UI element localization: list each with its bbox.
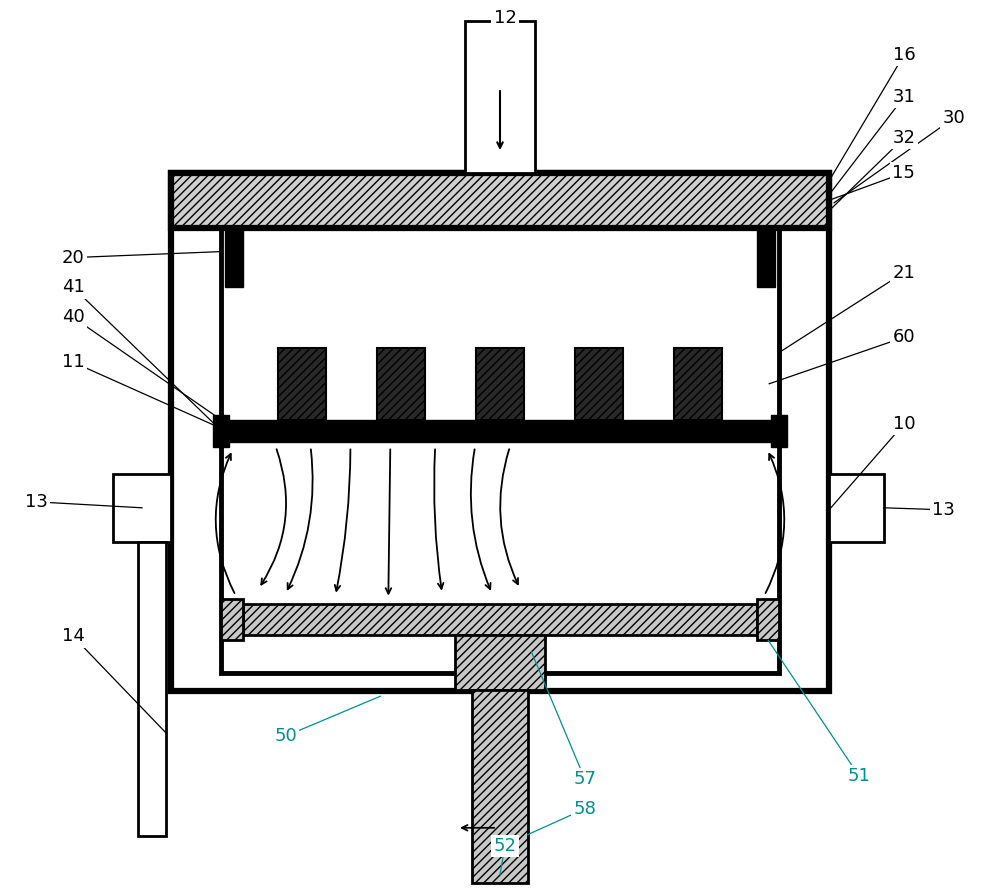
Text: 15: 15 — [892, 164, 915, 182]
Text: 12: 12 — [494, 9, 516, 28]
Bar — [243, 604, 757, 635]
Bar — [575, 348, 623, 419]
Text: 20: 20 — [62, 249, 85, 267]
Bar — [377, 348, 425, 419]
Bar — [455, 635, 545, 690]
Bar — [476, 348, 524, 419]
Bar — [221, 227, 779, 673]
Text: 32: 32 — [892, 129, 915, 147]
Bar — [171, 173, 829, 691]
Text: 50: 50 — [274, 727, 297, 745]
Bar — [829, 474, 884, 541]
Text: 58: 58 — [573, 800, 596, 818]
Text: 57: 57 — [573, 770, 596, 788]
Text: 13: 13 — [25, 492, 48, 511]
Bar — [225, 227, 243, 287]
Text: 52: 52 — [493, 837, 516, 855]
Text: 60: 60 — [893, 328, 915, 346]
Bar — [472, 690, 528, 883]
Text: 41: 41 — [62, 278, 85, 296]
Text: 30: 30 — [942, 109, 965, 127]
Text: 16: 16 — [893, 46, 915, 64]
Text: 31: 31 — [892, 88, 915, 106]
Bar — [213, 415, 229, 447]
Text: 11: 11 — [62, 353, 85, 371]
Text: 14: 14 — [62, 627, 85, 646]
Bar — [771, 415, 787, 447]
Bar — [221, 599, 243, 640]
Bar — [113, 474, 171, 541]
Bar — [138, 541, 166, 836]
Bar — [757, 227, 775, 287]
Text: 13: 13 — [932, 500, 955, 519]
Text: 40: 40 — [62, 309, 85, 326]
Text: 21: 21 — [892, 263, 915, 282]
Bar — [674, 348, 722, 419]
Bar — [278, 348, 326, 419]
Text: 51: 51 — [848, 767, 870, 785]
Bar — [465, 21, 535, 173]
Bar — [757, 599, 779, 640]
Bar — [171, 173, 829, 227]
Text: 10: 10 — [893, 415, 915, 434]
Bar — [227, 419, 773, 442]
